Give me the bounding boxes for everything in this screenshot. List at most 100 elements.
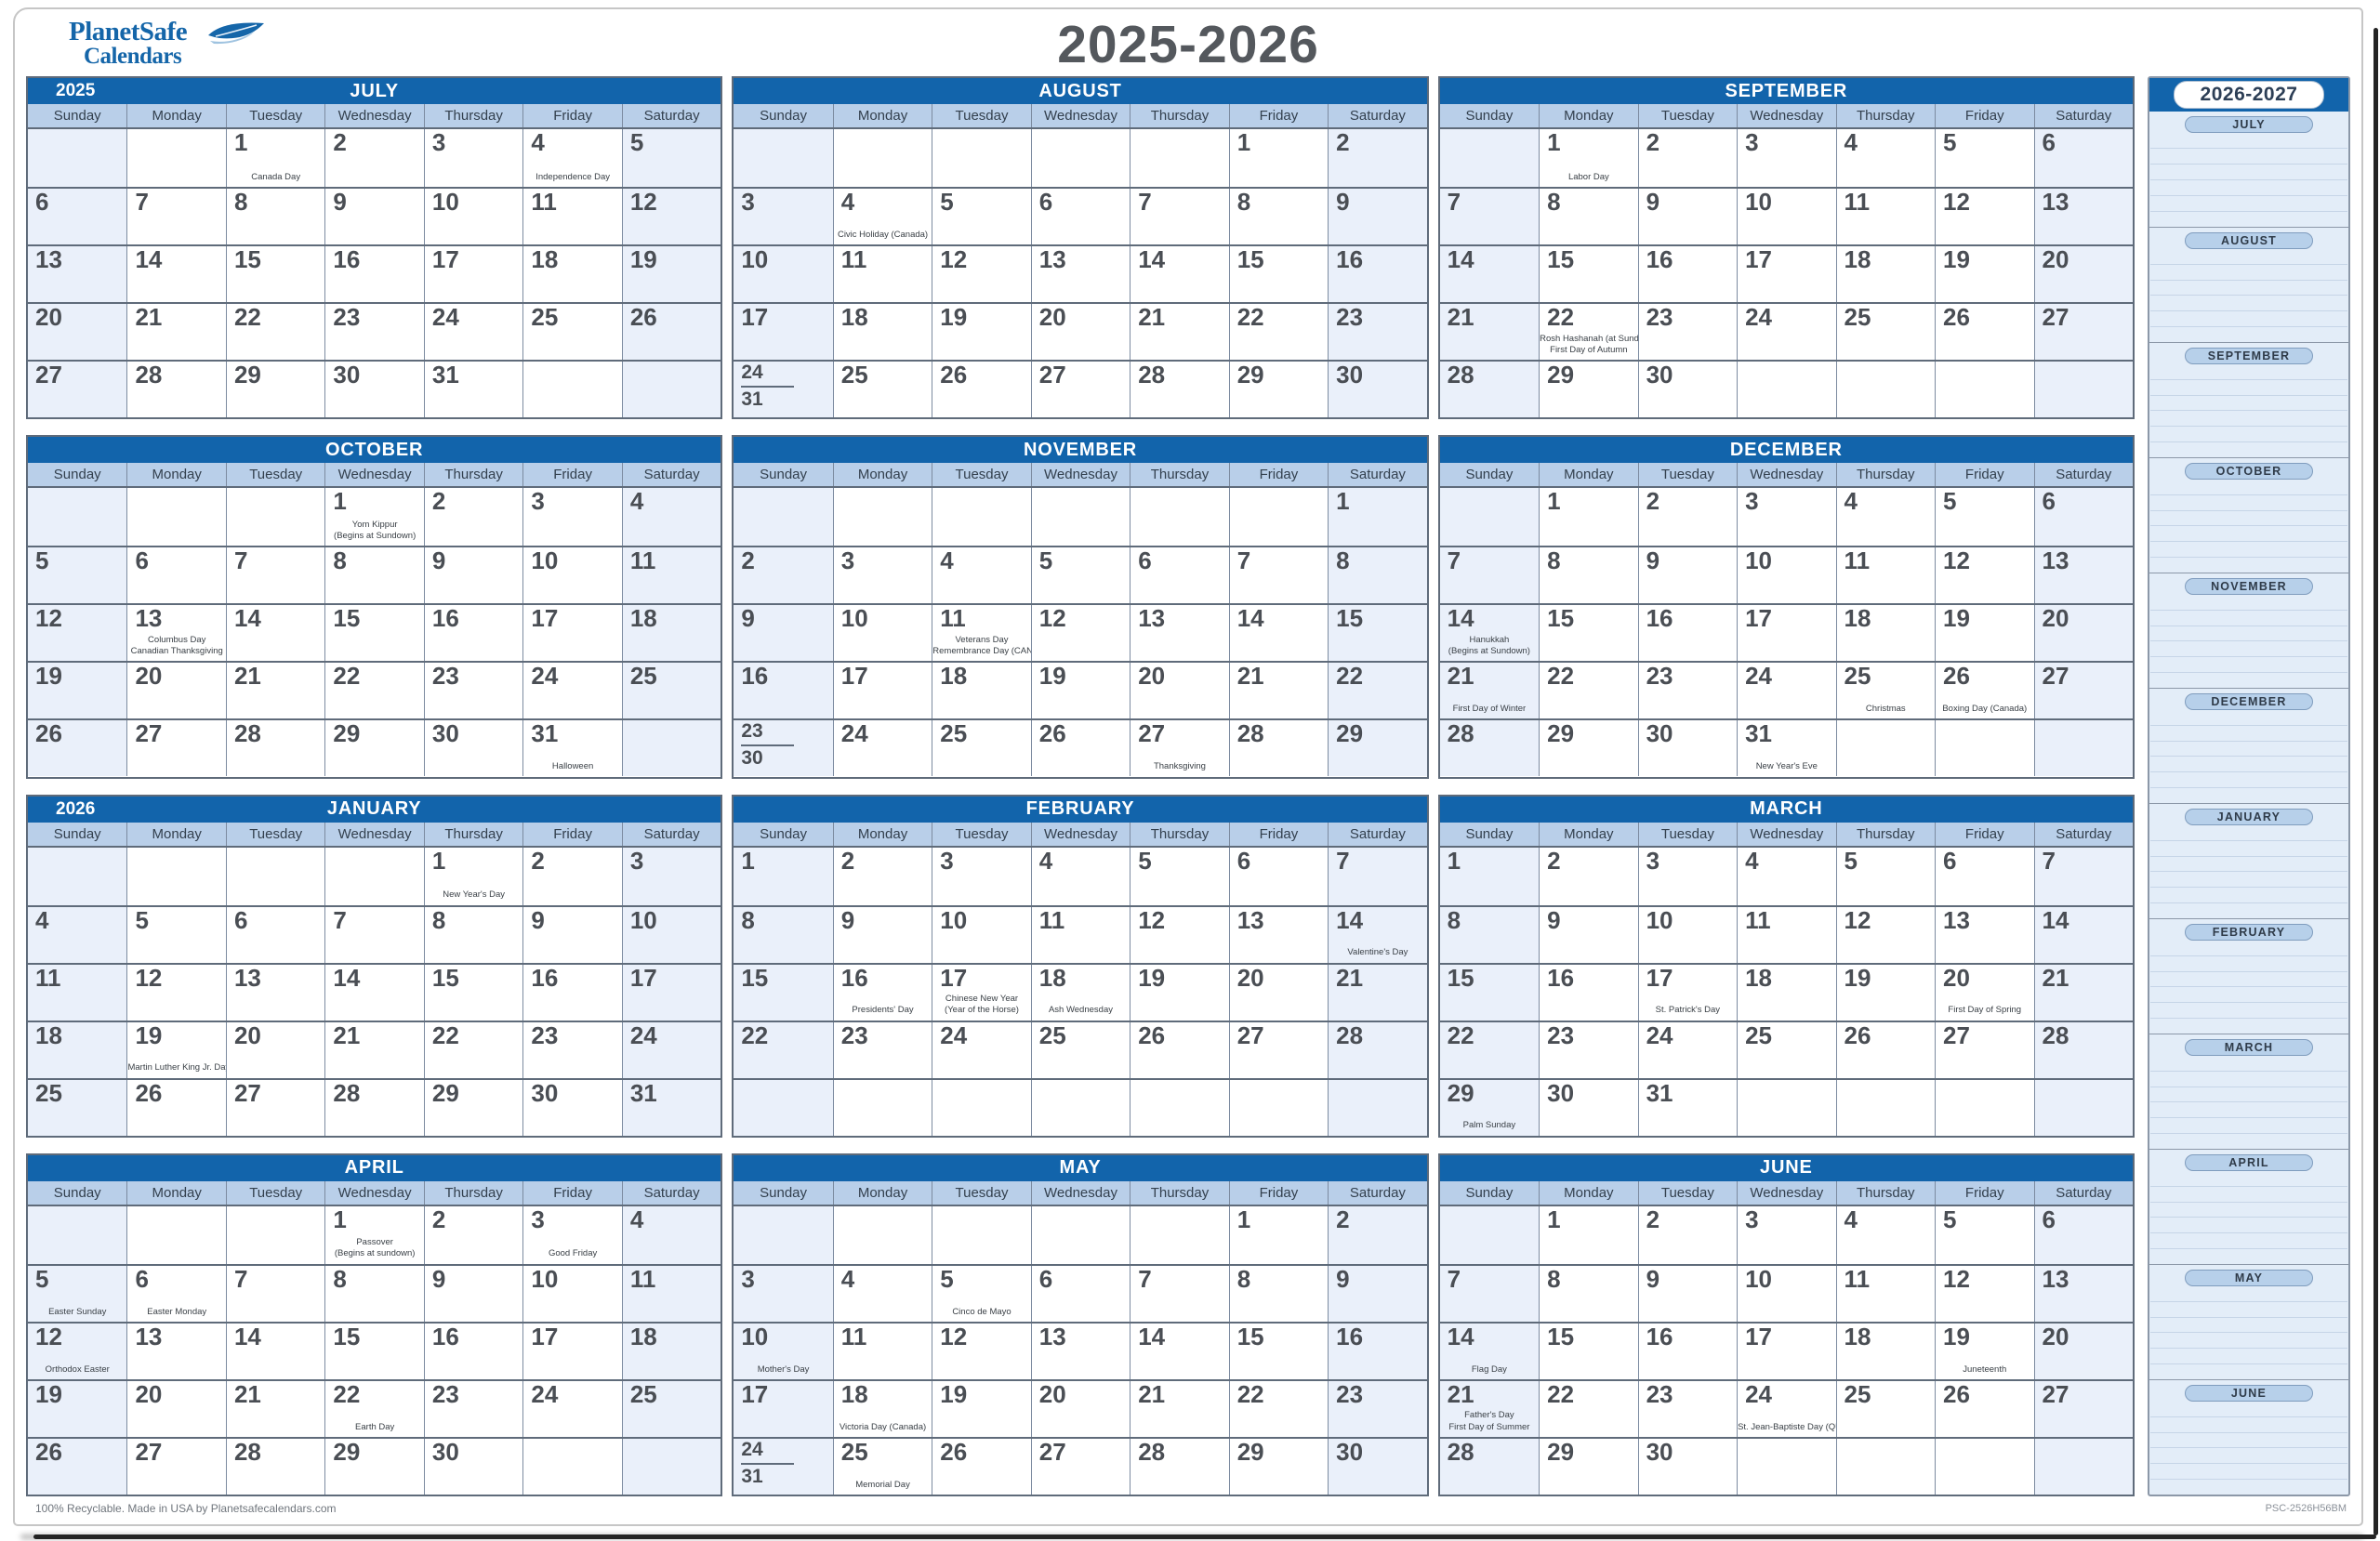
- day-number: 9: [531, 906, 545, 934]
- day-number: 4: [1844, 1205, 1858, 1233]
- day-number: 17: [1646, 964, 1673, 992]
- day-cell: 19: [28, 663, 127, 719]
- day-cell: 14 Flag Day: [1439, 1323, 1540, 1379]
- day-number: 30: [1547, 1079, 1575, 1107]
- weekday-header: Wednesday: [1030, 104, 1130, 127]
- note-line: [2150, 326, 2347, 328]
- holiday-line: Civic Holiday (Canada): [837, 229, 929, 240]
- day-cell: [1439, 129, 1540, 188]
- day-cell: 30: [1539, 1079, 1637, 1136]
- holiday-line: Boxing Day (Canada): [1942, 704, 2028, 715]
- note-lines: [2149, 710, 2348, 803]
- day-number: 3: [629, 847, 644, 875]
- weekday-header: Friday: [1935, 1180, 2033, 1205]
- day-cell: 21: [324, 1021, 423, 1078]
- day-cell: 1: [1439, 847, 1540, 905]
- day-number: 7: [1236, 547, 1251, 575]
- day-number: 21: [135, 304, 163, 332]
- sidebar-month-tab: MARCH: [2184, 1039, 2314, 1056]
- day-cell: 24: [522, 1380, 621, 1437]
- holiday-line: Earth Day: [355, 1421, 395, 1432]
- day-cell: 30: [324, 362, 423, 418]
- day-cell: 5: [28, 547, 127, 604]
- day-cell: 29: [1539, 720, 1637, 777]
- week-row: 28 29 30: [1439, 1436, 2133, 1495]
- note-lines: [2149, 1286, 2348, 1379]
- weekday-header: Tuesday: [932, 104, 1030, 127]
- day-cell: 1: [1539, 488, 1637, 547]
- month-name: FEBRUARY: [1025, 798, 1135, 819]
- day-cell: 18: [1835, 1323, 1935, 1379]
- day-cell: [1835, 720, 1935, 777]
- month-name: JANUARY: [326, 798, 422, 819]
- day-number: 1: [333, 488, 347, 516]
- note-line: [2150, 970, 2347, 972]
- day-cell: 2: [1328, 129, 1427, 188]
- day-number: 16: [1646, 605, 1673, 633]
- day-number: 12: [35, 1323, 62, 1350]
- day-cell: 24: [1637, 1021, 1737, 1078]
- day-number: 3: [431, 129, 446, 156]
- sidebar-month-tab: JANUARY: [2184, 809, 2314, 825]
- day-number: 14: [135, 246, 163, 274]
- day-cell: 11: [28, 964, 127, 1021]
- day-cell: 31 Halloween: [522, 720, 621, 777]
- day-cell: 13 Columbus Day Canadian Thanksgiving: [126, 605, 225, 662]
- day-cell: 29 Palm Sunday: [1439, 1079, 1540, 1136]
- day-cell: 27: [225, 1079, 324, 1136]
- day-cell: 4: [1030, 847, 1130, 905]
- day-number: 5: [1038, 547, 1053, 575]
- day-cell: 1: [1228, 1205, 1328, 1264]
- day-number: 16: [1646, 1323, 1673, 1350]
- month-header: FEBRUARY: [734, 796, 1427, 823]
- day-cell: 19: [1935, 246, 2033, 303]
- day-number: 18: [840, 1380, 868, 1408]
- holiday-line: New Year's Eve: [1755, 761, 1818, 772]
- day-number: 29: [1236, 362, 1264, 389]
- holiday-line: Father's Day: [1464, 1410, 1514, 1421]
- day-cell: [832, 488, 932, 547]
- holiday-label: Veterans Day Remembrance Day (CAN): [932, 635, 1030, 658]
- day-cell: 25: [621, 1380, 721, 1437]
- day-cell: 26: [1935, 1380, 2033, 1437]
- note-line: [2150, 771, 2347, 773]
- day-cell: [126, 847, 225, 905]
- weekday-header: Saturday: [1328, 104, 1426, 127]
- weekday-header: Saturday: [1328, 463, 1426, 487]
- week-row: 25 26 27 28 29 30 31: [28, 1077, 721, 1136]
- day-cell: 22: [1228, 1380, 1328, 1437]
- weekday-header: Tuesday: [932, 463, 1030, 487]
- holiday-line: Labor Day: [1567, 171, 1609, 182]
- day-cell: 16: [1539, 964, 1637, 1021]
- day-number: 18: [1038, 964, 1066, 992]
- weekday-header: Wednesday: [1030, 463, 1130, 487]
- day-cell: 5: [621, 129, 721, 188]
- page-edge-right: [2373, 28, 2378, 1535]
- day-cell: 29: [1228, 1438, 1328, 1495]
- day-cell: 4: [1737, 847, 1835, 905]
- weekday-header: Sunday: [760, 108, 807, 124]
- day-number: 21: [1138, 1380, 1166, 1408]
- day-number: 17: [531, 605, 559, 633]
- day-cell: 22: [225, 304, 324, 361]
- day-cell: 31 New Year's Eve: [1737, 720, 1835, 777]
- main-area: 2025 JULY Sunday Monday Tuesday Wednesday Thur…: [26, 76, 2350, 1496]
- sidebar-months: JULY AUGUST SEPTEMBER OCTOBER NOVEMBER DECEMB…: [2149, 112, 2348, 1495]
- holiday-label: Palm Sunday: [1440, 1120, 1539, 1131]
- day-number: 21: [333, 1021, 361, 1049]
- day-number: 3: [940, 847, 954, 875]
- holiday-line: Rosh Hashanah (at Sundown): [1540, 333, 1638, 344]
- day-number: 21: [1447, 304, 1474, 332]
- day-cell: 5: [1030, 547, 1130, 604]
- day-cell: [1130, 1205, 1228, 1264]
- day-number: 27: [1038, 362, 1066, 389]
- day-number: 7: [1336, 847, 1350, 875]
- day-cell: 29: [1539, 362, 1637, 418]
- day-number: 12: [940, 1323, 968, 1350]
- day-number: 15: [233, 246, 261, 274]
- holiday-line: Easter Sunday: [48, 1306, 107, 1317]
- week-row: 19 20 21 22 23 24 25: [28, 661, 721, 719]
- weeks: 1 2 3 4 5 6 7 8 9 10 11 12 13 14 Valentine's Day 15 16 Pr…: [734, 847, 1427, 1136]
- day-cell: [932, 129, 1030, 188]
